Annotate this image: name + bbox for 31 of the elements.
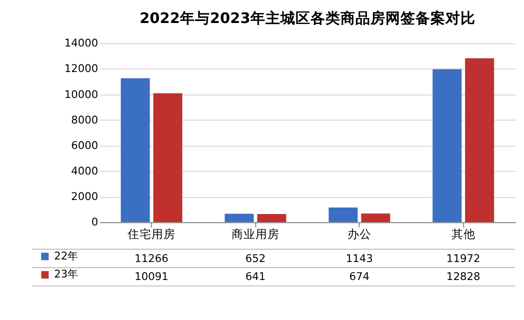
bar (224, 214, 254, 222)
bar (328, 208, 358, 222)
y-tick-label: 0 (91, 216, 98, 229)
y-tick-label: 4000 (71, 164, 98, 178)
y-tick-label: 6000 (71, 138, 98, 152)
y-tick-label: 8000 (71, 113, 98, 126)
data-label: 1143 (346, 252, 373, 265)
bar (120, 78, 150, 222)
y-tick-label: 2000 (71, 190, 98, 203)
data-label: 674 (349, 270, 370, 284)
bar (153, 93, 182, 222)
data-label: 11972 (446, 252, 480, 265)
bar (257, 214, 286, 222)
legend-label: 22年 (54, 249, 79, 262)
data-label: 641 (245, 270, 266, 284)
bar (432, 69, 462, 222)
bar (361, 214, 390, 222)
x-tick-label: 商业用房 (231, 227, 280, 242)
chart-title: 2022年与2023年主城区各类商品房网签备案对比 (140, 8, 476, 27)
bar (465, 58, 494, 222)
y-tick-label: 14000 (64, 36, 98, 50)
x-tick-label: 其他 (451, 227, 476, 242)
x-tick-label: 住宅用房 (126, 227, 176, 242)
data-label: 12828 (446, 270, 480, 284)
y-tick-label: 10000 (64, 88, 98, 101)
data-label: 652 (245, 252, 266, 265)
data-label: 11266 (134, 252, 169, 265)
y-tick-label: 12000 (64, 62, 98, 76)
x-tick-label: 办公 (347, 227, 372, 242)
legend-label: 23年 (54, 268, 79, 281)
data-label: 10091 (134, 270, 168, 284)
